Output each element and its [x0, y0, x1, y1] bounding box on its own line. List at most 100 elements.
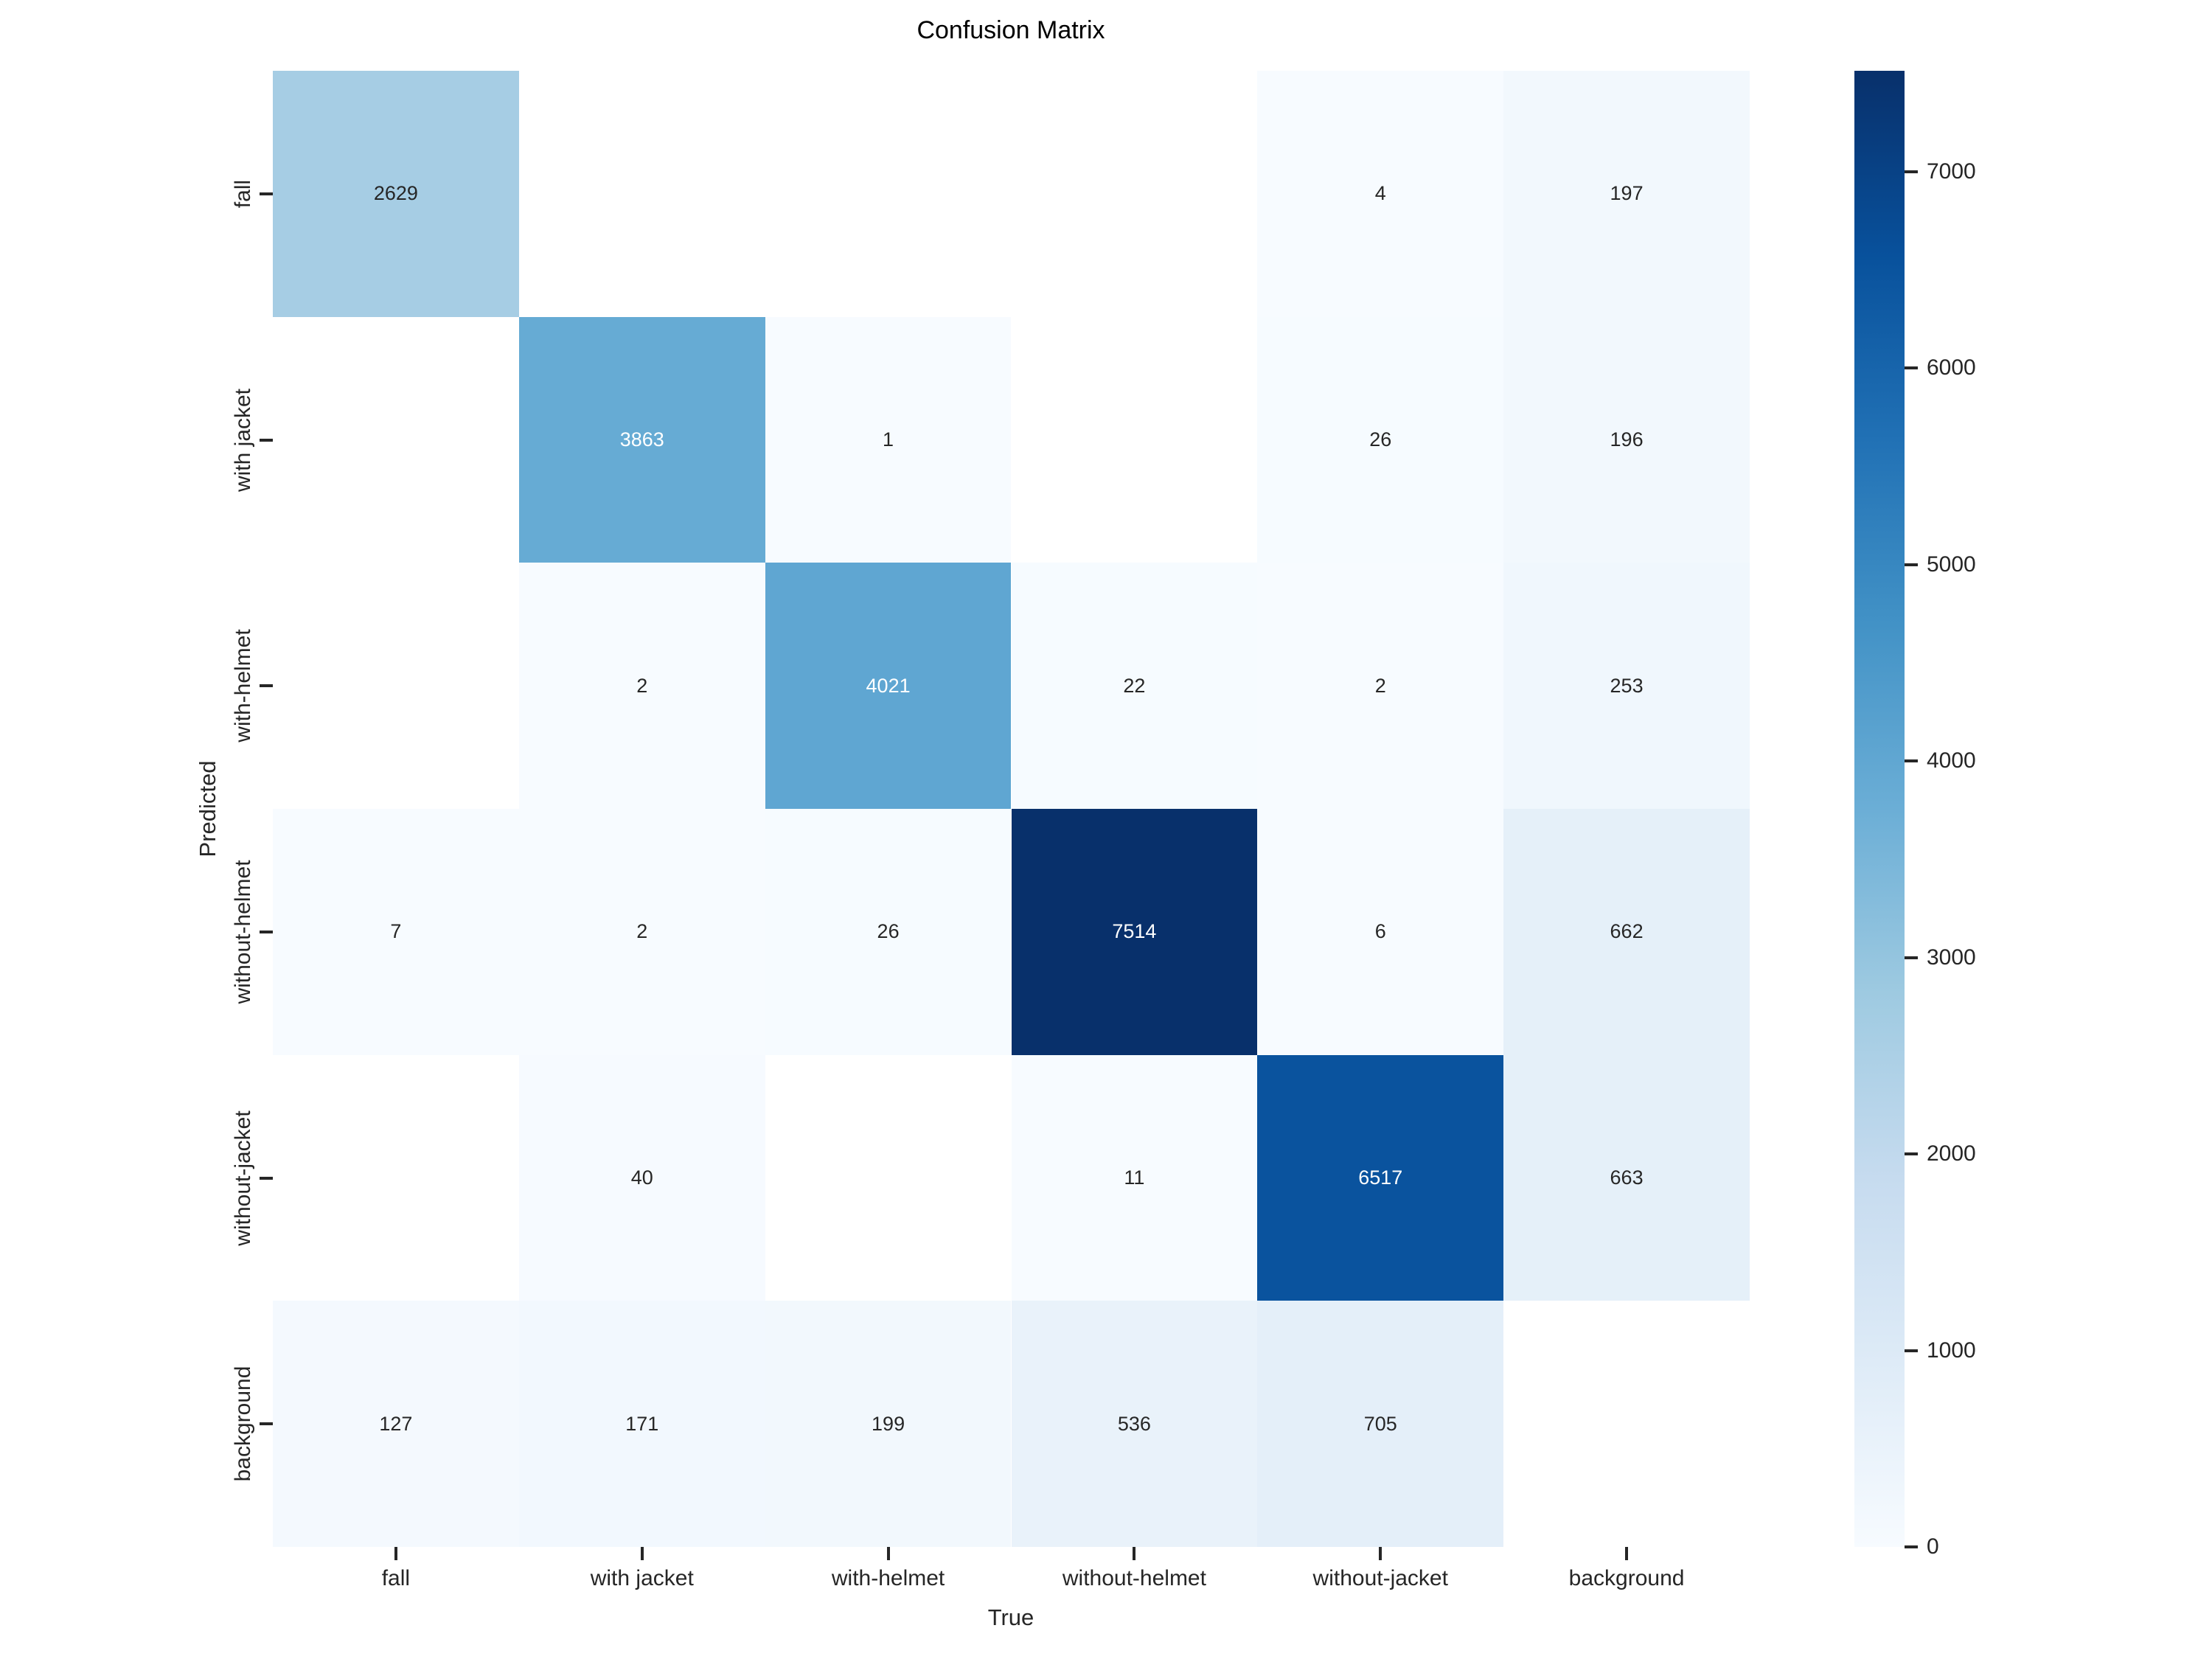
x-tick-label-with jacket: with jacket: [590, 1566, 694, 1590]
cell-annotation: 22: [1123, 674, 1146, 697]
cell-annotation: 197: [1610, 182, 1644, 205]
cell-annotation: 253: [1610, 674, 1644, 697]
heatmap-cell-fall-background: 197: [1503, 71, 1750, 317]
heatmap-cell-without-helmet-background: 662: [1503, 809, 1750, 1055]
x-tick: [1133, 1547, 1136, 1560]
cell-annotation: 4: [1374, 182, 1386, 205]
heatmap-cell-without-helmet-with jacket: 2: [518, 809, 765, 1055]
x-tick-label-without-helmet: without-helmet: [1062, 1566, 1206, 1590]
cell-annotation: 536: [1117, 1412, 1151, 1435]
colorbar-tick: [1905, 1349, 1918, 1352]
colorbar-tick-label-4000: 4000: [1927, 748, 1976, 773]
colorbar-tick-label-1000: 1000: [1927, 1338, 1976, 1363]
cell-annotation: 199: [872, 1412, 905, 1435]
cell-annotation: 2: [636, 920, 648, 943]
x-tick-label-fall: fall: [381, 1566, 411, 1590]
cell-annotation: 7514: [1112, 920, 1157, 943]
colorbar-tick: [1905, 366, 1918, 370]
heatmap-cell-background-with jacket: 171: [518, 1301, 765, 1547]
heatmap-cell-without-helmet-fall: 7: [273, 809, 519, 1055]
heatmap-cell-without-helmet-without-helmet: 7514: [1011, 809, 1258, 1055]
y-tick-label-fall: fall: [231, 179, 255, 209]
colorbar-tick: [1905, 956, 1918, 959]
x-tick: [886, 1547, 890, 1560]
colorbar-tick: [1905, 1152, 1918, 1156]
x-tick: [640, 1547, 644, 1560]
y-tick: [260, 684, 273, 688]
heatmap-cell-with jacket-with jacket: 3863: [518, 316, 765, 563]
heatmap-cell-without-helmet-with-helmet: 26: [765, 809, 1012, 1055]
cell-annotation: 26: [1369, 428, 1392, 451]
cell-annotation: 127: [379, 1412, 413, 1435]
colorbar-tick-label-5000: 5000: [1927, 552, 1976, 577]
heatmap-cell-with-helmet-without-helmet: 22: [1011, 563, 1258, 809]
y-tick-label-with jacket: with jacket: [231, 388, 255, 492]
cell-annotation: 26: [877, 920, 900, 943]
cell-annotation: 6517: [1358, 1166, 1403, 1189]
x-tick: [394, 1547, 397, 1560]
y-tick: [260, 438, 273, 442]
y-tick-label-with-helmet: with-helmet: [231, 629, 255, 742]
y-tick: [260, 192, 273, 195]
x-tick-label-without-jacket: without-jacket: [1312, 1566, 1448, 1590]
cell-annotation: 705: [1363, 1412, 1397, 1435]
heatmap-cell-background-with-helmet: 199: [765, 1301, 1012, 1547]
heatmap-cell-with-helmet-with jacket: 2: [518, 563, 765, 809]
colorbar-tick: [1905, 759, 1918, 763]
x-axis-label: True: [987, 1604, 1034, 1630]
cell-annotation: 171: [625, 1412, 659, 1435]
y-tick-label-without-helmet: without-helmet: [231, 860, 255, 1004]
cell-annotation: 2: [1374, 674, 1386, 697]
heatmap-cell-background-fall: 127: [273, 1301, 519, 1547]
cell-annotation: 40: [630, 1166, 653, 1189]
y-tick-label-background: background: [231, 1366, 255, 1482]
heatmap-cell-background-without-helmet: 536: [1011, 1301, 1258, 1547]
heatmap-cell-background-without-jacket: 705: [1257, 1301, 1504, 1547]
heatmap-cell-without-jacket-without-helmet: 11: [1011, 1054, 1258, 1301]
x-tick: [1379, 1547, 1382, 1560]
y-tick: [260, 930, 273, 933]
heatmap-cell-fall-without-jacket: 4: [1257, 71, 1504, 317]
colorbar-tick-label-0: 0: [1927, 1534, 1939, 1559]
colorbar-tick-label-3000: 3000: [1927, 945, 1976, 970]
cell-annotation: 663: [1610, 1166, 1644, 1189]
x-tick: [1625, 1547, 1629, 1560]
heatmap-plot-area: 2629 4 197 3863 1 26 196 2 4021 22 2 253 7 2 26 7514 6 66…: [273, 71, 1750, 1547]
heatmap-cell-with jacket-without-jacket: 26: [1257, 316, 1504, 563]
heatmap-cell-with-helmet-with-helmet: 4021: [765, 563, 1012, 809]
y-tick-label-without-jacket: without-jacket: [231, 1110, 255, 1246]
cell-annotation: 4021: [866, 674, 911, 697]
heatmap-cell-fall-fall: 2629: [273, 71, 519, 317]
heatmap-cell-without-jacket-without-jacket: 6517: [1257, 1054, 1504, 1301]
colorbar-tick-label-2000: 2000: [1927, 1141, 1976, 1166]
y-tick: [260, 1422, 273, 1426]
cell-annotation: 2: [636, 674, 648, 697]
cell-annotation: 196: [1610, 428, 1644, 451]
heatmap-cell-with jacket-background: 196: [1503, 316, 1750, 563]
cell-annotation: 7: [390, 920, 402, 943]
chart-title: Confusion Matrix: [917, 16, 1105, 44]
cell-annotation: 1: [883, 428, 894, 451]
y-axis-label: Predicted: [195, 760, 220, 858]
cell-annotation: 11: [1124, 1166, 1145, 1189]
cell-annotation: 662: [1610, 920, 1644, 943]
cell-annotation: 3863: [619, 428, 664, 451]
colorbar-tick-label-6000: 6000: [1927, 355, 1976, 380]
heatmap-cell-with-helmet-background: 253: [1503, 563, 1750, 809]
heatmap-cell-without-jacket-background: 663: [1503, 1054, 1750, 1301]
cell-annotation: 6: [1374, 920, 1386, 943]
heatmap-cell-without-helmet-without-jacket: 6: [1257, 809, 1504, 1055]
x-tick-label-with-helmet: with-helmet: [831, 1566, 945, 1590]
colorbar-tick: [1905, 1545, 1918, 1548]
colorbar-tick: [1905, 563, 1918, 566]
colorbar-tick-label-7000: 7000: [1927, 159, 1976, 184]
colorbar: [1854, 71, 1905, 1547]
heatmap-cell-without-jacket-with jacket: 40: [518, 1054, 765, 1301]
heatmap-cell-with jacket-with-helmet: 1: [765, 316, 1012, 563]
cell-annotation: 2629: [373, 182, 418, 205]
heatmap-cell-with-helmet-without-jacket: 2: [1257, 563, 1504, 809]
y-tick: [260, 1176, 273, 1180]
colorbar-tick: [1905, 170, 1918, 173]
x-tick-label-background: background: [1568, 1566, 1685, 1590]
